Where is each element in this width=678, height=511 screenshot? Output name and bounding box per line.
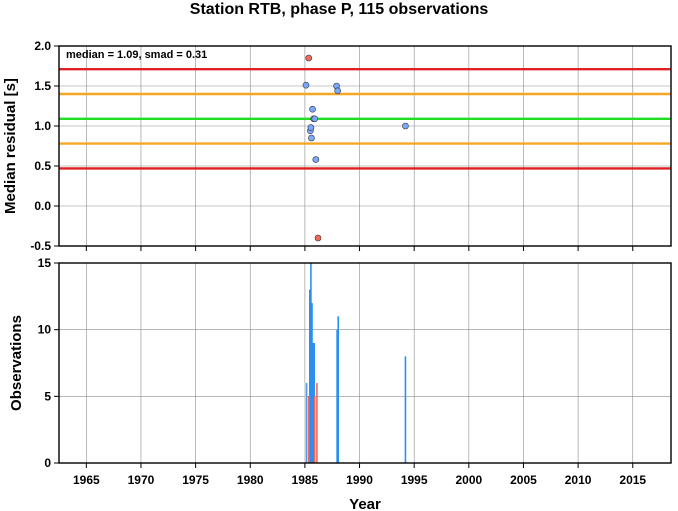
observations-panel: 0 5 10 15 1965 1970 1975 1980 1985 1990 1995 2000 2… bbox=[8, 256, 672, 511]
observation-bar bbox=[304, 383, 307, 463]
observation-bar bbox=[337, 316, 340, 463]
x-tick-label: 2010 bbox=[565, 473, 592, 487]
observations-x-ticks: 1965 1970 1975 1980 1985 1990 1995 2000 2005 2010… bbox=[73, 463, 646, 487]
observation-bar bbox=[307, 396, 310, 463]
x-tick-label: 2005 bbox=[510, 473, 537, 487]
y-tick-label: 1.5 bbox=[34, 79, 51, 93]
y-tick-label: 0.5 bbox=[34, 159, 51, 173]
observation-bars bbox=[304, 263, 407, 463]
y-tick-label: 1.0 bbox=[34, 119, 51, 133]
x-tick-label: 2015 bbox=[619, 473, 646, 487]
data-point bbox=[402, 122, 409, 130]
residual-x-ticks bbox=[85, 246, 634, 251]
chart-title: Station RTB, phase P, 115 observations bbox=[190, 1, 489, 18]
stats-annotation: median = 1.09, smad = 0.31 bbox=[66, 49, 207, 61]
data-point bbox=[302, 81, 310, 89]
observations-frame bbox=[58, 262, 672, 464]
data-point bbox=[334, 87, 341, 95]
observation-bar bbox=[336, 329, 338, 463]
y-tick-label: 2.0 bbox=[34, 39, 51, 53]
observation-bar bbox=[312, 343, 314, 463]
y-tick-label: 10 bbox=[38, 323, 52, 337]
x-tick-label: 1980 bbox=[237, 473, 264, 487]
residual-points bbox=[302, 54, 409, 242]
residual-frame bbox=[58, 45, 672, 247]
y-tick-label: 0.0 bbox=[34, 199, 51, 213]
residual-y-axis-label: Median residual [s] bbox=[2, 78, 19, 214]
data-point bbox=[311, 115, 319, 123]
residual-y-ticks: -0.5 0.0 0.5 1.0 1.5 2.0 bbox=[30, 39, 59, 253]
y-tick-label: 5 bbox=[44, 389, 51, 403]
residual-panel: -0.5 0.0 0.5 1.0 1.5 2.0 median = 1.09, smad … bbox=[2, 39, 672, 253]
observation-bar bbox=[305, 383, 308, 463]
observations-y-ticks: 0 5 10 15 bbox=[38, 256, 59, 470]
observation-bar bbox=[316, 383, 318, 463]
y-tick-label: 15 bbox=[38, 256, 52, 270]
observations-plot-area bbox=[59, 263, 671, 463]
x-tick-label: 1990 bbox=[346, 473, 373, 487]
data-point bbox=[308, 134, 315, 142]
y-tick-label: -0.5 bbox=[30, 239, 51, 253]
data-point bbox=[314, 234, 322, 242]
data-point bbox=[312, 156, 320, 163]
data-point bbox=[307, 124, 315, 131]
observation-bar bbox=[310, 263, 312, 463]
observation-bar bbox=[313, 396, 316, 463]
observation-bar bbox=[311, 303, 313, 463]
x-tick-label: 1975 bbox=[182, 473, 209, 487]
x-tick-label: 2000 bbox=[455, 473, 482, 487]
x-tick-label: 1965 bbox=[73, 473, 100, 487]
data-point bbox=[305, 54, 313, 62]
observation-bar bbox=[404, 356, 407, 463]
x-axis-label: Year bbox=[349, 496, 381, 511]
y-tick-label: 0 bbox=[44, 456, 51, 470]
data-point bbox=[309, 105, 316, 113]
residual-plot-area bbox=[59, 46, 671, 246]
observation-bar bbox=[309, 289, 311, 463]
x-tick-label: 1995 bbox=[401, 473, 428, 487]
x-tick-label: 1970 bbox=[128, 473, 155, 487]
x-tick-label: 1985 bbox=[292, 473, 319, 487]
residual-reference-lines bbox=[59, 67, 671, 170]
observations-y-axis-label: Observations bbox=[8, 315, 25, 411]
